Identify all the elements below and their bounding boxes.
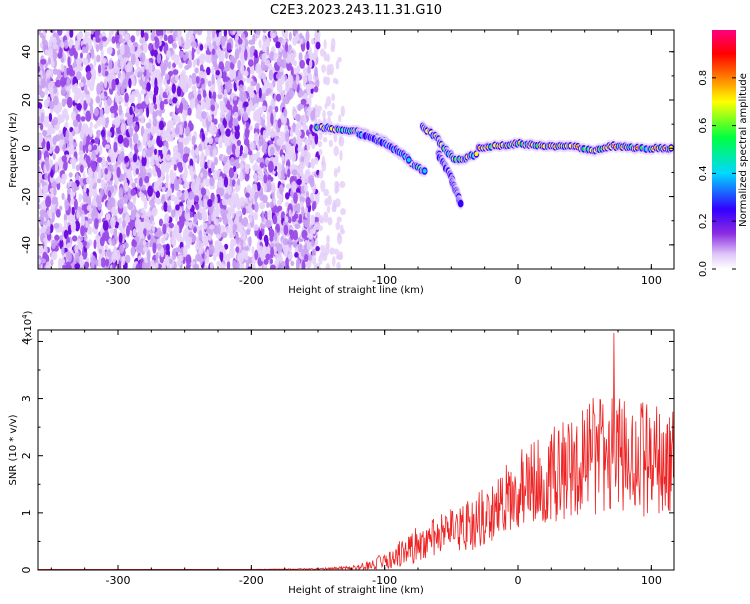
spectrogram-y-tick-label: -20 [20,188,33,206]
spectrogram-ridge [475,136,674,157]
spectrogram-x-ticks: -300 -200 -100 0 100 [50,30,662,287]
snr-x-tick-label: 0 [515,574,522,587]
snr-x-ticks: -300 -200 -100 0 100 [50,330,662,587]
spectrogram-y-ticks: -40 -20 0 20 40 [20,45,674,270]
colorbar-tick-label: 0.4 [698,165,709,181]
snr-y-tick-label: 1 [20,509,33,516]
snr-frame [37,329,675,571]
snr-x-tick-label: 100 [641,574,662,587]
snr-scale-label: (x104) [21,310,34,341]
snr-y-tick-label: 0 [20,567,33,574]
spectrogram-x-tick-label: -200 [239,274,264,287]
spectrogram-y-tick-label: -40 [20,236,33,254]
colorbar-tick-label: 0.0 [698,261,709,277]
snr-x-tick-label: -200 [239,574,264,587]
figure-title: C2E3.2023.243.11.31.G10 [270,3,442,18]
spectrogram-y-label: Frequency (Hz) [8,112,19,188]
spectrogram-x-label: Height of straight line (km) [288,285,424,296]
snr-y-tick-label: 2 [20,452,33,459]
snr-x-tick-label: -100 [372,574,397,587]
colorbar-label: Normalized spectral amplitude [738,73,749,227]
spectrogram-y-tick-label: 0 [20,145,33,152]
spectrogram-ridge [419,120,480,167]
spectrogram-ridge [312,120,429,177]
spectrogram-x-tick-label: 0 [515,274,522,287]
spectrogram-y-tick-label: 20 [20,93,33,107]
snr-y-label: SNR (10 * v/v) [8,414,19,485]
spectrogram-x-tick-label: 100 [641,274,662,287]
spectrogram-x-tick-label: -300 [106,274,131,287]
spectrogram-noise-region [316,30,346,269]
colorbar-tick-label: 0.8 [698,70,709,86]
colorbar-tick-label: 0.6 [698,118,709,134]
spectrogram-image [38,30,674,269]
spectrogram-x-tick-label: -100 [372,274,397,287]
spectrogram-frame [37,29,675,270]
snr-x-label: Height of straight line (km) [288,585,424,596]
snr-series-line [38,332,674,570]
snr-x-tick-label: -300 [106,574,131,587]
snr-y-tick-label: 4 [20,338,33,345]
snr-y-tick-label: 3 [20,395,33,402]
spectrogram-ridge [355,128,413,166]
spectrogram-noise-region [38,30,321,269]
spectrogram-y-tick-label: 40 [20,45,33,59]
snr-panel: -300 -200 -100 0 100 0 1 2 3 4 Height of straigh… [8,310,675,596]
colorbar [712,30,736,269]
colorbar-tick-label: 0.2 [698,213,709,229]
colorbar-ticks: 0.0 0.2 0.4 0.6 0.8 [698,70,736,277]
spectrogram-ridge [435,147,465,210]
snr-y-ticks: 0 1 2 3 4 [20,338,674,574]
